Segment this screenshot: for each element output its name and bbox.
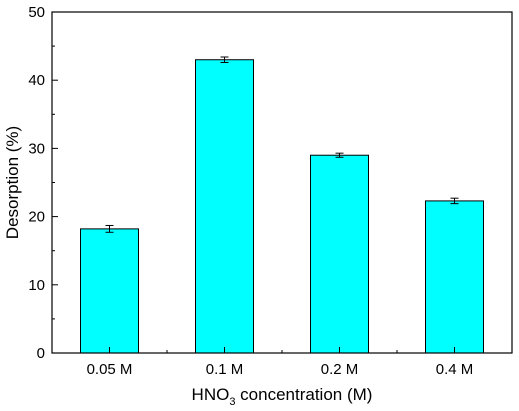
x-tick-label-1: 0.1 M xyxy=(206,361,244,378)
error-bars-group xyxy=(105,56,459,233)
x-axis-label-prefix: HNO xyxy=(192,385,230,404)
y-tick-label-0: 0 xyxy=(37,345,45,362)
bar-3 xyxy=(310,154,369,354)
y-axis: 0 10 20 30 40 50 xyxy=(28,4,58,362)
x-tick-label-2: 0.2 M xyxy=(321,361,359,378)
x-axis: 0.05 M 0.1 M 0.2 M 0.4 M xyxy=(87,347,474,378)
bar-2 xyxy=(195,59,254,354)
x-tick-label-0: 0.05 M xyxy=(87,361,133,378)
x-tick-label-3: 0.4 M xyxy=(436,361,474,378)
bar-1 xyxy=(80,228,139,354)
bar-4 xyxy=(425,200,484,354)
x-axis-label: HNO3 concentration (M) xyxy=(192,385,373,408)
x-axis-label-suffix: concentration (M) xyxy=(235,385,372,404)
bars-group xyxy=(80,59,484,354)
y-tick-label-3: 30 xyxy=(28,140,45,157)
y-axis-label: Desorption (%) xyxy=(3,126,22,239)
x-axis-label-subscript: 3 xyxy=(229,396,235,408)
y-tick-label-2: 20 xyxy=(28,209,45,226)
y-tick-label-5: 50 xyxy=(28,4,45,21)
y-tick-label-1: 10 xyxy=(28,277,45,294)
y-tick-label-4: 40 xyxy=(28,72,45,89)
